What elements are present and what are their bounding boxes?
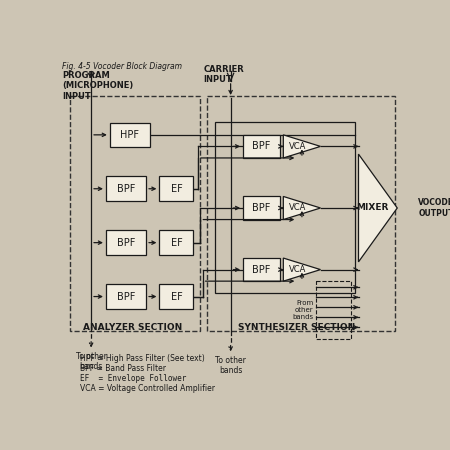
Text: HPF: HPF (121, 130, 140, 140)
Bar (70, 96, 200, 331)
Polygon shape (284, 135, 320, 158)
Text: VCA: VCA (288, 142, 306, 151)
Text: EF: EF (171, 292, 182, 302)
Text: From
other
bands: From other bands (292, 300, 314, 320)
Bar (159, 230, 194, 255)
Text: To other
bands: To other bands (215, 356, 246, 375)
Text: EF  = Envelope Follower: EF = Envelope Follower (80, 374, 186, 383)
Text: BPF: BPF (117, 292, 135, 302)
Text: EF: EF (171, 238, 182, 248)
Bar (243, 135, 280, 158)
Text: To other
bands: To other bands (76, 352, 107, 371)
Bar (106, 230, 146, 255)
Text: BPF: BPF (252, 203, 271, 213)
Text: CARRIER
INPUT: CARRIER INPUT (203, 65, 244, 84)
Text: PROGRAM
(MICROPHONE)
INPUT: PROGRAM (MICROPHONE) INPUT (63, 71, 134, 101)
Text: BPF = Band Pass Filter: BPF = Band Pass Filter (80, 364, 166, 373)
Bar (106, 284, 146, 309)
Text: BPF: BPF (252, 265, 271, 274)
Text: VCA = Voltage Controlled Amplifier: VCA = Voltage Controlled Amplifier (80, 384, 215, 393)
Bar (243, 258, 280, 281)
Bar (159, 176, 194, 201)
Text: ANALYZER SECTION: ANALYZER SECTION (82, 324, 182, 333)
Text: BPF: BPF (117, 238, 135, 248)
Bar (110, 122, 150, 147)
Bar (207, 96, 395, 331)
Text: VCA: VCA (288, 203, 306, 212)
Text: BPF: BPF (252, 141, 271, 151)
Bar (243, 197, 280, 220)
Text: MIXER: MIXER (356, 203, 389, 212)
Text: EF: EF (171, 184, 182, 194)
Text: VCA: VCA (288, 265, 306, 274)
Text: VOCODER
OUTPUT: VOCODER OUTPUT (418, 198, 450, 218)
Bar (106, 176, 146, 201)
Text: SYNTHESIZER SECTION: SYNTHESIZER SECTION (238, 324, 355, 333)
Text: HPF = High Pass Filter (See text): HPF = High Pass Filter (See text) (80, 354, 204, 363)
Bar (316, 281, 351, 339)
Polygon shape (284, 258, 320, 281)
Bar (159, 284, 194, 309)
Polygon shape (359, 154, 397, 262)
Polygon shape (284, 197, 320, 220)
Text: Fig. 4-5 Vocoder Block Diagram: Fig. 4-5 Vocoder Block Diagram (63, 62, 182, 71)
Text: BPF: BPF (117, 184, 135, 194)
Bar (215, 122, 355, 292)
